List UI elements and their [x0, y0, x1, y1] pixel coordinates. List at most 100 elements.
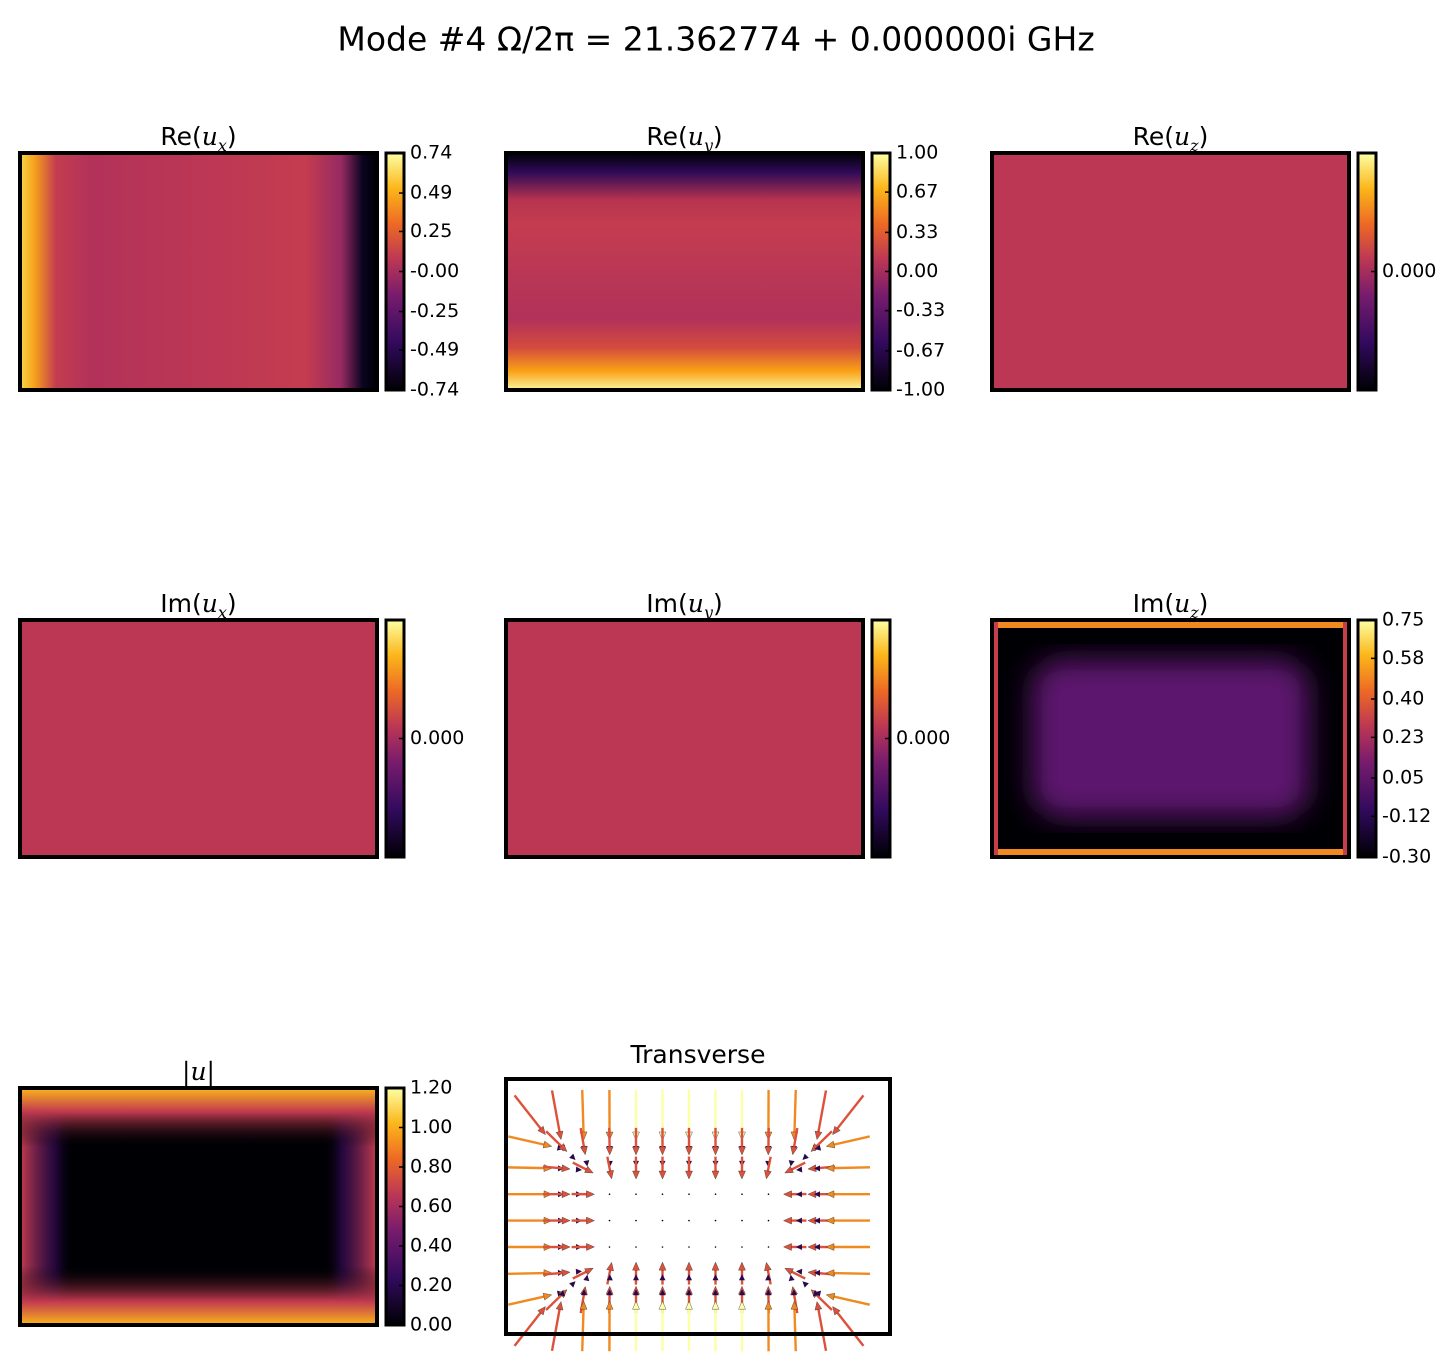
quiver-inner-head: [712, 1274, 718, 1280]
quiver-head: [562, 1243, 570, 1250]
quiver-head: [562, 1191, 570, 1198]
colorbar-tick-label: -0.25: [410, 300, 459, 322]
quiver-head: [764, 1262, 771, 1271]
quiver-head: [586, 1243, 594, 1250]
quiver-dot: [688, 1246, 690, 1248]
quiver-dot: [635, 1220, 637, 1222]
panel-title: Im(uz): [1133, 589, 1209, 622]
panel-title-part: Im(: [646, 589, 687, 618]
quiver-head: [659, 1171, 666, 1179]
quiver-inner-head: [583, 1160, 589, 1166]
quiver-shaft: [767, 1157, 770, 1173]
panel-title-part: Re(: [160, 122, 201, 151]
quiver-shaft: [515, 1311, 542, 1346]
colorbar-tick-label: 0.74: [410, 142, 452, 164]
quiver-title: Transverse: [630, 1040, 766, 1069]
heatmap: [20, 153, 377, 390]
quiver-head: [606, 1147, 613, 1155]
quiver-shaft: [818, 1308, 826, 1351]
quiver-head: [659, 1301, 666, 1309]
colorbar-tick-label: 0.49: [410, 182, 452, 204]
colorbar-tick-label: -0.67: [896, 339, 945, 361]
quiver-head: [543, 1141, 552, 1148]
heatmap: [20, 620, 377, 857]
quiver-head: [607, 1170, 614, 1179]
quiver-head: [712, 1262, 719, 1270]
quiver-head: [815, 1302, 822, 1310]
quiver-head: [633, 1262, 640, 1270]
quiver-head: [784, 1191, 792, 1198]
quiver-head: [784, 1243, 792, 1250]
quiver-head: [686, 1147, 693, 1155]
quiver-dot: [715, 1220, 717, 1222]
quiver-head: [659, 1262, 666, 1270]
colorbar-tick-label: 0.00: [410, 1314, 452, 1336]
figure-title: Mode #4 Ω/2π = 21.362774 + 0.000000i GHz: [337, 20, 1094, 59]
quiver-head: [543, 1293, 552, 1300]
quiver-head: [562, 1217, 570, 1224]
quiver-inner-head: [660, 1274, 666, 1280]
quiver-head: [659, 1147, 666, 1155]
panel-title-part: ): [1199, 122, 1209, 151]
colorbar-tick-label: 0.25: [410, 220, 452, 242]
quiver-dot: [609, 1246, 611, 1248]
quiver-inner-head: [739, 1274, 745, 1280]
quiver-head: [562, 1165, 570, 1172]
quiver-head: [607, 1262, 614, 1271]
colorbar-tick-label: -0.33: [896, 299, 945, 321]
panel-title-part: u: [202, 589, 218, 618]
colorbar-tick-label: 0.000: [896, 727, 950, 749]
quiver-head: [815, 1131, 822, 1139]
colorbar-tick-label: 0.000: [410, 727, 464, 749]
quiver-shaft: [818, 1090, 826, 1133]
colorbar-tick-label: -1.00: [896, 379, 945, 401]
quiver-dot: [662, 1193, 664, 1195]
quiver-dot: [609, 1220, 611, 1222]
colorbar-tick-label: 0.67: [896, 181, 938, 203]
panel-title: Re(uy): [646, 122, 722, 155]
panel-title-part: ): [227, 589, 237, 618]
panel-title-part: u: [688, 122, 704, 151]
quiver-dot: [609, 1193, 611, 1195]
panel-title: |u|: [182, 1057, 215, 1087]
heatmap: [506, 153, 863, 390]
quiver-head: [791, 1146, 798, 1154]
quiver-head: [765, 1301, 772, 1309]
quiver-inner-head: [802, 1154, 808, 1160]
quiver-shaft: [794, 1307, 795, 1351]
colorbar-tick-label: 0.40: [1382, 688, 1424, 710]
panel-title-part: x: [218, 603, 227, 622]
quiver-shaft: [836, 1311, 863, 1346]
quiver-head: [633, 1171, 640, 1179]
quiver-inner-head: [789, 1160, 795, 1166]
quiver-shaft: [582, 1307, 583, 1351]
quiver-shaft: [552, 1090, 560, 1133]
quiver-dot: [662, 1246, 664, 1248]
panel-title-part: x: [218, 136, 227, 155]
heatmap-core: [1032, 660, 1309, 817]
quiver-head: [633, 1301, 640, 1309]
colorbar-tick-label: 0.58: [1382, 647, 1424, 669]
heatmap: [992, 620, 1349, 857]
panel-title-part: Re(: [1133, 122, 1174, 151]
colorbar-tick-label: -0.00: [410, 260, 459, 282]
colorbar-tick-label: 0.60: [410, 1195, 452, 1217]
quiver-inner-head: [796, 1218, 802, 1224]
panel-title-part: u: [688, 589, 704, 618]
quiver-head: [606, 1301, 613, 1309]
panel-title-part: ): [713, 589, 723, 618]
colorbar-tick-label: 0.33: [896, 221, 938, 243]
quiver-head: [738, 1147, 745, 1155]
quiver-head: [738, 1301, 745, 1309]
colorbar-tick-label: 0.00: [896, 260, 938, 282]
colorbar: [1358, 620, 1376, 857]
quiver-shaft: [515, 1095, 542, 1130]
colorbar-tick-label: -0.74: [410, 379, 459, 401]
quiver-dot: [715, 1193, 717, 1195]
quiver-shaft: [832, 1136, 870, 1145]
quiver-head: [738, 1262, 745, 1270]
quiver-head: [686, 1262, 693, 1270]
colorbar-tick-label: 0.75: [1382, 609, 1424, 631]
colorbar-tick-label: 0.000: [1382, 260, 1436, 282]
quiver-dot: [741, 1246, 743, 1248]
